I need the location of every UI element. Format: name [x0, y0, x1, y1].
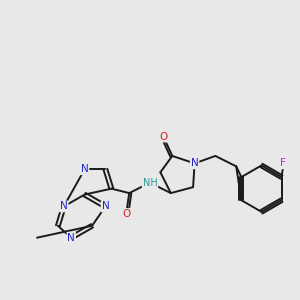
Text: O: O — [122, 209, 130, 219]
Text: O: O — [159, 132, 167, 142]
Text: N: N — [101, 202, 109, 212]
Text: NH: NH — [142, 178, 158, 188]
Text: N: N — [81, 164, 88, 174]
Text: F: F — [280, 158, 286, 168]
Text: N: N — [68, 233, 75, 243]
Text: N: N — [191, 158, 199, 168]
Text: N: N — [60, 202, 68, 212]
